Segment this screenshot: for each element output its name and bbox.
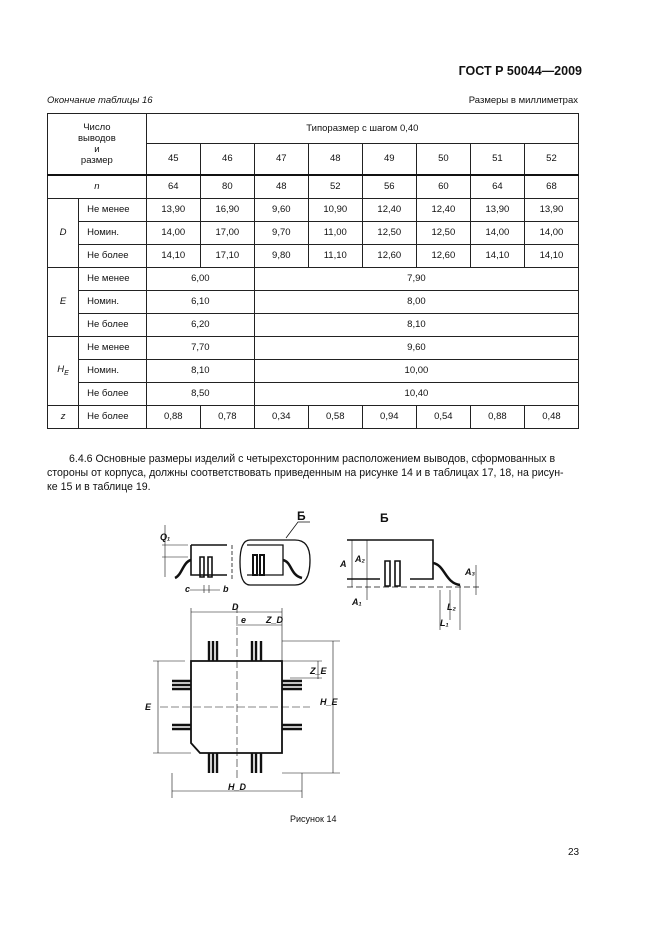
table-cell: 10,90 — [307, 197, 363, 222]
param-label-sub: E — [64, 369, 69, 377]
table-row: Номин. 8,10 10,00 — [48, 358, 580, 383]
size-header: 47 — [253, 143, 309, 176]
label-q1: Q₁ — [160, 532, 170, 542]
size-header: 45 — [145, 143, 201, 176]
page-number: 23 — [568, 847, 580, 858]
table-cell: 0,48 — [523, 404, 580, 429]
paragraph-line: ке 15 и в таблице 19. — [47, 481, 151, 493]
size-header: 49 — [361, 143, 417, 176]
paragraph-6-4-6: 6.4.6 Основные размеры изделий с четырех… — [47, 452, 580, 494]
label-a3: A₃ — [464, 567, 475, 577]
dimensions-table: Число выводов и размер Типоразмер с шаго… — [46, 113, 580, 429]
label-l2: L₂ — [447, 602, 456, 612]
table-cell: 9,60 — [253, 335, 580, 360]
paragraph-line: стороны от корпуса, должны соответствова… — [47, 467, 564, 479]
row-label: Номин. — [78, 358, 147, 383]
side-view — [162, 525, 233, 593]
label-a1: A₁ — [351, 597, 362, 607]
label-b: b — [223, 584, 229, 594]
table-row: Номин. 14,00 17,00 9,70 11,00 12,50 12,50 14,00… — [48, 220, 580, 245]
table-row: z Не более 0,88 0,78 0,34 0,58 0,94 0,54 0,88 0,4… — [46, 404, 580, 429]
group-header: Типоразмер с шагом 0,40 — [145, 113, 580, 144]
label-zd: Z_D — [265, 615, 284, 625]
paragraph-line: 6.4.6 Основные размеры изделий с четырех… — [69, 453, 556, 465]
size-header: 51 — [469, 143, 525, 176]
table-row: Не более 8,50 10,40 — [48, 381, 580, 406]
label-l1: L₁ — [440, 618, 449, 628]
table-cell: 12,50 — [415, 220, 471, 245]
row-label: Не более — [78, 404, 147, 429]
table-row: D Не менее 13,90 16,90 9,60 10,90 12,40 12,40 13… — [46, 197, 580, 268]
table-cell: 6,00 — [145, 266, 255, 291]
table-cell: 8,00 — [253, 289, 580, 314]
table-cell: 16,90 — [199, 197, 255, 222]
document-id: ГОСТ Р 50044—2009 — [458, 64, 582, 78]
table-cell: 52 — [307, 174, 363, 199]
row-label: Номин. — [78, 220, 147, 245]
table-row: E Не менее 6,00 7,90 — [46, 266, 580, 337]
table-row: Не более 14,10 17,10 9,80 11,10 12,60 12,60 14,… — [48, 243, 580, 268]
table-cell: 11,10 — [307, 243, 363, 268]
param-label: D — [46, 197, 80, 268]
label-d: D — [232, 602, 239, 612]
table-caption: Окончание таблицы 16 — [47, 95, 153, 106]
label-c: c — [185, 584, 190, 594]
label-a: A — [339, 559, 347, 569]
size-header: 52 — [523, 143, 580, 176]
param-label: HE — [46, 335, 80, 406]
table-cell: 12,40 — [415, 197, 471, 222]
table-cell: 0,58 — [307, 404, 363, 429]
table-cell: 14,00 — [523, 220, 580, 245]
label-e: e — [241, 615, 246, 625]
table-cell: 12,50 — [361, 220, 417, 245]
table-cell: 60 — [415, 174, 471, 199]
param-label: z — [46, 404, 80, 429]
table-cell: 8,50 — [145, 381, 255, 406]
row-label: Не более — [78, 381, 147, 406]
table-cell: 0,88 — [145, 404, 201, 429]
top-view — [153, 605, 340, 798]
figure-caption: Рисунок 14 — [290, 814, 337, 824]
label-he: H_E — [320, 697, 339, 707]
detail-b-view — [347, 539, 480, 630]
table-cell: 0,88 — [469, 404, 525, 429]
row-label: Не более — [78, 243, 147, 268]
table-cell: 0,78 — [199, 404, 255, 429]
label-a2: A₂ — [354, 554, 365, 564]
table-cell: 9,60 — [253, 197, 309, 222]
row-label: Не менее — [78, 335, 147, 360]
table-units: Размеры в миллиметрах — [468, 95, 578, 106]
table-cell: 8,10 — [145, 358, 255, 383]
size-header: 46 — [199, 143, 255, 176]
table-cell: 13,90 — [469, 197, 525, 222]
label-b1: Б — [297, 509, 306, 523]
table-cell: 0,94 — [361, 404, 417, 429]
param-label-text: H — [57, 364, 65, 376]
detail-b-callout — [239, 521, 311, 586]
corner-header: Число выводов и размер — [47, 113, 147, 176]
table-cell: 14,00 — [469, 220, 525, 245]
table-cell: 56 — [361, 174, 417, 199]
label-e-dim: E — [145, 702, 152, 712]
label-hd: H_D — [228, 782, 247, 792]
label-ze: Z_E — [309, 666, 328, 676]
table-cell: 14,00 — [145, 220, 201, 245]
size-header: 50 — [415, 143, 471, 176]
size-header: 48 — [307, 143, 363, 176]
table-cell: 12,40 — [361, 197, 417, 222]
label-b2: Б — [380, 511, 389, 525]
table-cell: 0,54 — [415, 404, 471, 429]
table-cell: 14,10 — [523, 243, 580, 268]
table-cell: 8,10 — [253, 312, 580, 337]
